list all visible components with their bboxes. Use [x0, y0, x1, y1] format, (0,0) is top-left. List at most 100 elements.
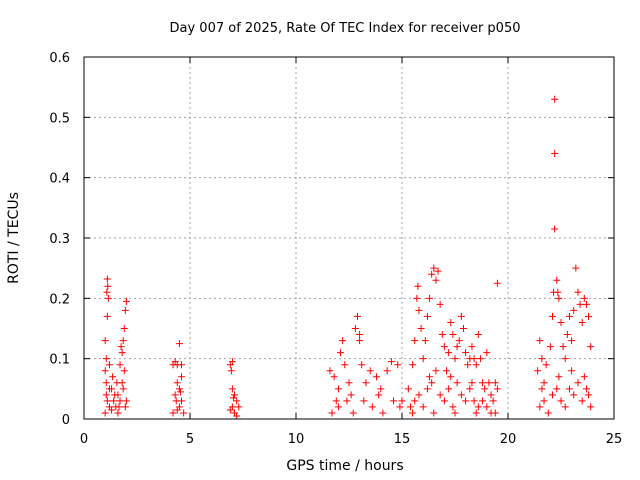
data-point: [414, 282, 422, 290]
data-point: [120, 367, 128, 375]
data-point: [169, 409, 177, 417]
data-point: [103, 275, 111, 283]
data-point: [411, 397, 419, 405]
data-point: [103, 288, 111, 296]
data-point: [568, 367, 576, 375]
data-point: [578, 397, 586, 405]
y-tick-label: 0.3: [49, 232, 70, 247]
data-point: [457, 312, 465, 320]
data-point: [483, 349, 491, 357]
data-point: [113, 379, 121, 387]
data-point: [451, 409, 459, 417]
data-point: [585, 312, 593, 320]
data-point: [411, 337, 419, 345]
data-point: [468, 343, 476, 351]
data-point: [101, 337, 109, 345]
data-point: [559, 343, 567, 351]
data-point: [553, 276, 561, 284]
data-point: [406, 403, 414, 411]
data-point: [447, 318, 455, 326]
axis-ticks: [83, 56, 615, 420]
data-point: [390, 397, 398, 405]
x-tick-labels: 0 5 10 15 20 25: [80, 432, 622, 447]
data-point: [377, 385, 385, 393]
data-point: [103, 312, 111, 320]
data-point: [582, 385, 590, 393]
data-point: [565, 385, 573, 393]
data-point: [432, 276, 440, 284]
data-point: [233, 397, 241, 405]
data-point: [493, 385, 501, 393]
data-point: [430, 264, 438, 272]
data-point: [554, 288, 562, 296]
data-point: [101, 409, 109, 417]
data-point: [413, 294, 421, 302]
data-point: [233, 412, 241, 420]
data-point: [557, 318, 565, 326]
data-point: [173, 406, 181, 414]
data-point: [103, 397, 111, 405]
data-point: [172, 397, 180, 405]
x-axis-label: GPS time / hours: [286, 458, 403, 474]
data-point: [436, 391, 444, 399]
data-point: [479, 397, 487, 405]
data-point: [368, 403, 376, 411]
data-point: [491, 379, 499, 387]
data-point: [563, 331, 571, 339]
data-point: [375, 391, 383, 399]
data-point: [334, 385, 342, 393]
data-point: [453, 379, 461, 387]
data-point: [360, 397, 368, 405]
y-tick-label: 0.4: [49, 172, 70, 187]
data-point: [121, 306, 129, 314]
data-point: [493, 279, 501, 287]
data-point: [231, 391, 239, 399]
data-point: [587, 403, 595, 411]
data-point: [366, 367, 374, 375]
data-point: [542, 361, 550, 369]
data-point: [428, 270, 436, 278]
data-point: [557, 397, 565, 405]
data-point: [540, 397, 548, 405]
data-point: [449, 331, 457, 339]
data-point: [396, 403, 404, 411]
data-point: [116, 361, 124, 369]
x-tick-label: 10: [288, 432, 305, 447]
data-point: [349, 409, 357, 417]
data-point: [101, 367, 109, 375]
data-point: [110, 397, 118, 405]
data-point: [419, 403, 427, 411]
data-point: [228, 358, 236, 366]
data-point: [108, 406, 116, 414]
data-point: [474, 331, 482, 339]
data-point: [330, 373, 338, 381]
data-point: [328, 409, 336, 417]
data-point: [415, 391, 423, 399]
data-point: [104, 294, 112, 302]
data-point: [574, 288, 582, 296]
data-point: [440, 343, 448, 351]
data-point: [491, 409, 499, 417]
data-point: [428, 379, 436, 387]
data-point: [118, 349, 126, 357]
data-point: [534, 367, 542, 375]
data-point: [176, 388, 184, 396]
data-point: [580, 373, 588, 381]
data-point: [430, 409, 438, 417]
data-point: [457, 391, 465, 399]
data-point: [362, 379, 370, 387]
data-point: [104, 282, 112, 290]
y-tick-labels: 0 0.1 0.2 0.3 0.4 0.5 0.6: [49, 51, 70, 428]
y-axis-label: ROTI / TECUs: [6, 192, 22, 284]
data-point: [468, 379, 476, 387]
data-point: [487, 391, 495, 399]
data-point: [462, 397, 470, 405]
data-point: [572, 264, 580, 272]
data-point: [326, 367, 334, 375]
data-point: [578, 318, 586, 326]
data-point: [485, 379, 493, 387]
data-point: [538, 385, 546, 393]
data-point: [339, 337, 347, 345]
data-point: [551, 225, 559, 233]
data-point: [466, 385, 474, 393]
